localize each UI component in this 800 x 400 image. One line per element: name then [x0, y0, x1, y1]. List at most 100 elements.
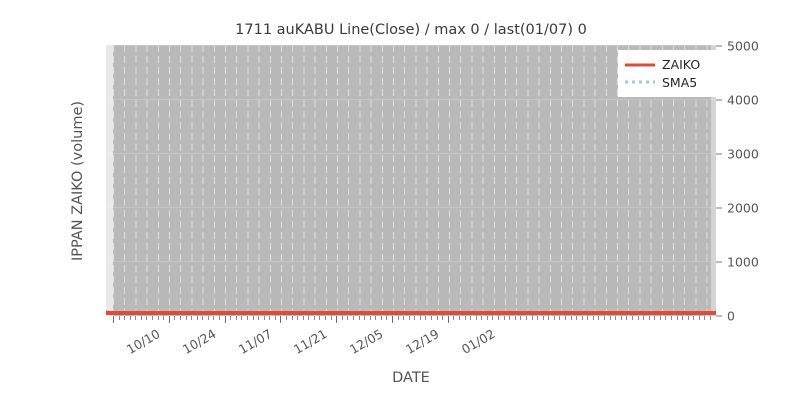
x-tick-mark-minor — [637, 316, 639, 320]
x-tick-mark-minor — [453, 316, 455, 320]
horizontal-gridline — [106, 207, 716, 208]
x-tick-mark-minor — [319, 316, 321, 320]
x-tick-mark-minor — [581, 316, 583, 320]
y-axis-title: IPPAN ZAIKO (volume) — [66, 45, 90, 316]
y-tick-label: 0 — [727, 308, 735, 324]
horizontal-gridline — [106, 99, 716, 100]
x-tick-mark-minor — [553, 316, 555, 320]
y-tick-mark — [716, 45, 722, 47]
x-tick-mark-minor — [698, 316, 700, 320]
x-tick-mark-minor — [475, 316, 477, 320]
x-tick-mark-minor — [671, 316, 672, 320]
x-tick-mark-minor — [140, 316, 142, 320]
y-tick-mark — [716, 315, 722, 317]
x-tick-mark-minor — [135, 316, 137, 320]
x-tick-mark-major — [447, 316, 449, 323]
x-tick-mark-minor — [358, 316, 360, 320]
x-tick-mark-minor — [207, 316, 209, 320]
y-tick-label: 4000 — [727, 92, 759, 108]
x-tick-mark-minor — [570, 316, 572, 320]
x-tick-mark-minor — [559, 316, 561, 320]
y-axis-tick: 1000 — [716, 255, 759, 270]
y-tick-mark — [716, 153, 722, 155]
x-tick-mark-minor — [191, 316, 193, 320]
x-tick-mark-minor — [509, 316, 511, 320]
x-tick-mark-minor — [486, 316, 488, 320]
x-tick-mark-minor — [185, 316, 187, 320]
legend-item-zaiko[interactable]: ZAIKO — [625, 57, 708, 73]
x-tick-mark-minor — [235, 316, 237, 320]
x-tick-mark-minor — [492, 316, 494, 320]
x-tick-mark-minor — [464, 316, 466, 320]
x-tick-label: 11/07 — [235, 326, 275, 358]
plot-left-margin-strip — [106, 45, 113, 316]
y-tick-label: 5000 — [727, 38, 759, 54]
x-tick-label: 12/19 — [402, 326, 442, 358]
x-tick-mark-minor — [163, 316, 165, 320]
x-tick-mark-minor — [436, 316, 438, 320]
series-line-zaiko — [106, 311, 716, 315]
x-tick-mark-minor — [665, 316, 667, 320]
x-tick-mark-minor — [458, 316, 460, 320]
x-tick-label: 11/21 — [291, 326, 330, 358]
y-axis: 0 1000 2000 3000 4000 5000 — [716, 39, 800, 324]
x-tick-mark-minor — [347, 316, 349, 320]
x-tick-mark-minor — [352, 316, 354, 320]
x-tick-mark-minor — [375, 316, 377, 320]
x-tick-mark-minor — [202, 316, 204, 320]
legend-label-zaiko: ZAIKO — [662, 57, 701, 73]
x-tick-mark-minor — [364, 316, 366, 320]
x-tick-mark-minor — [687, 316, 689, 320]
x-tick-mark-minor — [419, 316, 421, 320]
x-tick-mark-minor — [369, 316, 371, 320]
chart-legend[interactable]: ZAIKO SMA5 — [618, 50, 716, 97]
x-tick-mark-minor — [604, 316, 606, 320]
x-tick-mark-minor — [431, 316, 433, 320]
x-tick-mark-minor — [648, 316, 650, 320]
x-tick-mark-minor — [498, 316, 500, 320]
y-tick-label: 1000 — [727, 254, 759, 270]
x-tick-mark-minor — [470, 316, 472, 320]
y-axis-tick: 2000 — [716, 201, 759, 216]
x-tick-mark-minor — [414, 316, 416, 320]
y-axis-tick: 0 — [716, 309, 735, 324]
x-tick-mark-minor — [386, 316, 388, 320]
x-tick-mark-minor — [682, 316, 684, 320]
legend-item-sma5[interactable]: SMA5 — [625, 74, 708, 90]
x-tick-mark-minor — [576, 316, 578, 320]
x-tick-mark-minor — [525, 316, 527, 320]
x-tick-mark-major — [392, 316, 393, 323]
x-tick-mark-minor — [219, 316, 221, 320]
x-tick-mark-minor — [179, 316, 181, 320]
y-tick-mark — [716, 99, 722, 101]
x-tick-mark-minor — [157, 316, 159, 320]
x-tick-mark-minor — [425, 316, 427, 320]
x-tick-mark-minor — [146, 316, 148, 320]
x-tick-mark-minor — [313, 316, 315, 320]
x-tick-mark-minor — [542, 316, 544, 320]
x-tick-mark-minor — [325, 316, 327, 320]
x-tick-mark-minor — [213, 316, 215, 320]
legend-label-sma5: SMA5 — [662, 74, 698, 90]
y-axis-title-text: IPPAN ZAIKO (volume) — [70, 100, 86, 261]
x-tick-mark-minor — [587, 316, 589, 320]
x-tick-mark-minor — [308, 316, 310, 320]
plot-right-margin-strip — [711, 45, 716, 316]
y-tick-label: 2000 — [727, 200, 759, 216]
x-tick-mark-minor — [592, 316, 594, 320]
x-tick-mark-major — [113, 316, 114, 323]
x-tick-mark-minor — [643, 316, 645, 320]
x-tick-mark-minor — [531, 316, 533, 320]
x-tick-mark-minor — [246, 316, 248, 320]
x-tick-mark-minor — [598, 316, 600, 320]
x-tick-mark-minor — [291, 316, 293, 320]
x-tick-mark-minor — [693, 316, 695, 320]
x-tick-mark-minor — [397, 316, 399, 320]
y-tick-mark — [716, 261, 722, 263]
x-tick-mark-minor — [258, 316, 260, 320]
x-tick-mark-minor — [626, 316, 628, 320]
x-tick-mark-minor — [704, 316, 706, 320]
x-tick-mark-minor — [263, 316, 265, 320]
y-axis-tick: 5000 — [716, 39, 759, 54]
x-tick-mark-minor — [269, 316, 271, 320]
